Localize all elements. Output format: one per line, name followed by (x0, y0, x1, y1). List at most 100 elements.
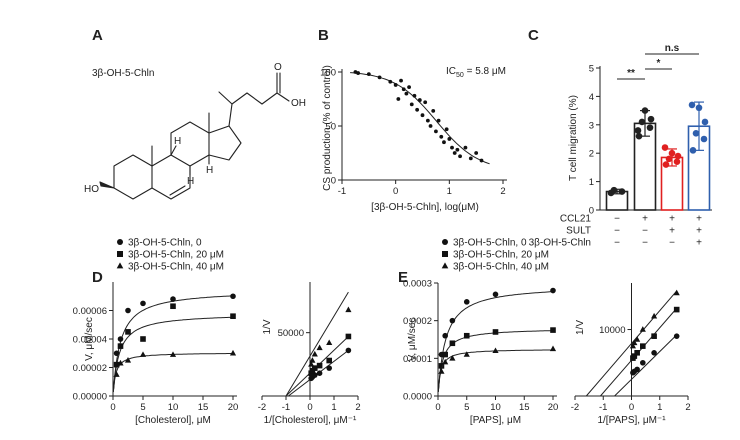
d1-legend-label: 3β-OH-5-Chln, 40 μM (128, 262, 224, 273)
e1-data-point (550, 327, 556, 333)
c-condition-mark: + (696, 226, 702, 237)
e1-legend-marker (442, 251, 448, 257)
c-data-point (662, 161, 670, 168)
b-data-point (401, 87, 406, 92)
e1-data-point (442, 332, 448, 339)
e1-data-point (449, 354, 456, 361)
atom-label-h2: H (174, 136, 181, 147)
d1-ytick-label: 0.00000 (73, 392, 107, 403)
e1-xtick-label: 0 (435, 402, 440, 413)
d2-xtick-label: -1 (282, 402, 290, 413)
e2-data-point (639, 326, 646, 332)
b-data-point (377, 75, 382, 80)
e2-xtick-label: 0 (629, 402, 634, 413)
c-data-point (673, 158, 681, 166)
c-data-point (618, 188, 626, 195)
e1-ytick-label: 0.0002 (403, 316, 432, 327)
c-data-point (661, 144, 669, 151)
b-x-label: [3β-OH-5-Chln], log(μM) (371, 202, 479, 213)
c-condition-mark: + (642, 214, 648, 225)
d1-xtick-label: 10 (168, 402, 179, 413)
c-condition-mark: − (642, 226, 648, 237)
b-data-point (463, 145, 468, 150)
c-y-label: T cell migration (%) (568, 95, 579, 181)
e1-y-label: V, μM/sec (407, 318, 418, 362)
d1-y-label: V, μM/sec (84, 317, 95, 361)
d1-data-point (117, 359, 124, 366)
d1-data-point (117, 336, 124, 342)
d1-legend-label: 3β-OH-5-Chln, 20 μM (128, 250, 224, 261)
e2-data-point (640, 359, 646, 366)
d1-data-point (117, 343, 124, 349)
c-data-point (674, 152, 682, 160)
c-data-point (646, 124, 654, 131)
c-condition-mark: − (669, 238, 675, 249)
c-ytick-label: 5 (589, 64, 594, 75)
c-condition-label: CCL21 (560, 214, 592, 225)
e2-data-point (634, 349, 640, 356)
b-ytick-label: 50 (325, 122, 336, 133)
b-data-point (366, 72, 371, 77)
c-data-point (641, 107, 649, 114)
panel-d-lineweaver-burk: -2 -1 0 1 2 50000 1/[Cholesterol], μM⁻¹ 1/V (258, 282, 361, 426)
ic50-annotation: IC50 = 5.8 μM (446, 66, 506, 79)
b-data-point (474, 151, 479, 155)
d1-data-point (229, 349, 237, 356)
e1-xtick-label: 20 (548, 402, 559, 413)
atom-label-ho: HO (84, 184, 99, 195)
e2-xtick-label: -1 (599, 402, 607, 413)
d1-xtick-label: 15 (198, 402, 209, 413)
b-data-point (452, 151, 457, 155)
e2-data-point (634, 366, 640, 373)
e1-data-point (463, 332, 470, 339)
e1-data-point (549, 345, 557, 352)
e1-fit-curve (437, 330, 553, 392)
d2-data-point (308, 360, 315, 367)
e1-data-point (550, 287, 556, 294)
b-data-point (388, 79, 393, 84)
d2-data-point (326, 339, 333, 346)
b-data-point (423, 100, 428, 105)
d1-xtick-label: 5 (140, 402, 145, 413)
b-data-point (468, 156, 473, 161)
e1-data-point (442, 351, 448, 358)
d2-data-point (316, 362, 323, 369)
e2-ytick-label: 10000 (599, 325, 625, 336)
b-data-point (447, 137, 452, 141)
d2-data-point (312, 365, 318, 371)
e1-legend-label: 3β-OH-5-Chln, 0 (453, 238, 527, 249)
d1-fit-curve (112, 295, 234, 392)
e2-data-point (631, 339, 638, 346)
b-data-point (455, 147, 460, 152)
e1-data-point (449, 317, 456, 324)
d1-ytick-label: 0.00004 (73, 335, 107, 346)
d1-data-point (230, 293, 236, 300)
d2-data-point (311, 350, 318, 357)
c-data-point (638, 118, 646, 126)
panel-letter-b: B (318, 27, 329, 44)
d2-data-point (345, 306, 352, 313)
c-data-point (647, 115, 655, 123)
d2-data-point (345, 347, 352, 354)
c-condition-mark: + (669, 214, 675, 225)
e1-xtick-label: 10 (490, 402, 501, 413)
d2-data-point (326, 365, 333, 371)
b-ytick-label: 0 (331, 176, 336, 187)
e1-legend-label: 3β-OH-5-Chln, 20 μM (453, 250, 549, 261)
e1-data-point (492, 329, 499, 335)
d1-x-label: [Cholesterol], μM (135, 415, 211, 426)
c-condition-mark: − (614, 238, 620, 249)
d1-data-point (113, 350, 120, 357)
e1-ytick-label: 0.0003 (403, 279, 432, 290)
e2-xtick-label: -2 (571, 402, 579, 413)
b-data-point (444, 127, 449, 132)
e1-x-label: [PAPS], μM (470, 415, 521, 426)
d1-legend-marker (116, 262, 124, 269)
b-data-point (407, 85, 411, 90)
c-condition-mark: − (642, 238, 648, 249)
e2-data-point (673, 289, 680, 296)
d2-xtick-label: 2 (355, 402, 360, 413)
d2-xtick-label: 1 (331, 402, 336, 413)
b-data-point (396, 97, 401, 101)
e2-fit-line (614, 334, 678, 397)
